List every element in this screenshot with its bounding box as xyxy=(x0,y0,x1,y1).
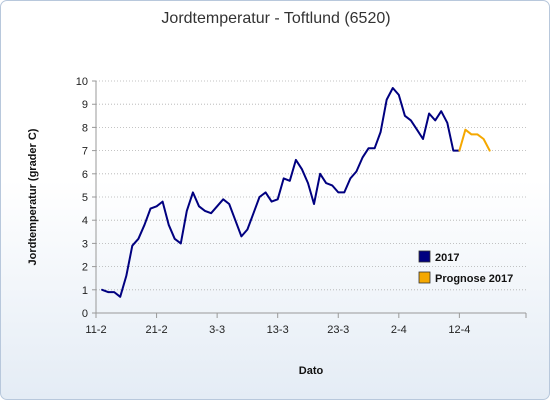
x-tick-label: 3-3 xyxy=(209,324,225,336)
y-tick-label: 4 xyxy=(82,215,88,227)
y-tick-label: 1 xyxy=(82,285,88,297)
y-tick-label: 7 xyxy=(82,146,88,158)
legend-label: Prognose 2017 xyxy=(435,273,513,285)
legend-swatch xyxy=(418,250,431,263)
legend-swatch xyxy=(418,271,431,284)
y-tick-label: 9 xyxy=(82,99,88,111)
series-line-prognose-2017 xyxy=(458,128,491,152)
y-axis-label: Jordtemperatur (grader C) xyxy=(27,128,39,265)
x-tick-label: 23-3 xyxy=(327,324,349,336)
grid-layer xyxy=(96,80,526,291)
x-tick-label: 11-2 xyxy=(85,324,106,336)
y-tick-label: 8 xyxy=(82,122,88,134)
x-tick-label: 12-4 xyxy=(448,324,470,336)
y-tick-label: 6 xyxy=(82,169,88,181)
chart-title: Jordtemperatur - Toftlund (6520) xyxy=(161,10,390,27)
x-axis-label: Dato xyxy=(299,365,324,377)
x-tick-label: 13-3 xyxy=(267,324,289,336)
series-layer xyxy=(101,87,491,298)
x-tick-label: 2-4 xyxy=(391,324,407,336)
y-tick-label: 0 xyxy=(82,308,88,320)
y-tick-label: 3 xyxy=(82,238,88,250)
legend: 2017 Prognose 2017 xyxy=(418,250,513,285)
y-tick-label: 2 xyxy=(82,262,88,274)
y-tick-label: 5 xyxy=(82,192,88,204)
x-tick-label: 21-2 xyxy=(146,324,168,336)
axis-layer: 0 1 2 3 4 5 6 7 8 9 10 11-2 21-2 3-3 13-3 23-3 2-4 12-4 xyxy=(76,76,527,336)
series-line-2017 xyxy=(101,87,461,298)
y-tick-label: 10 xyxy=(76,76,88,88)
legend-label: 2017 xyxy=(435,252,459,264)
